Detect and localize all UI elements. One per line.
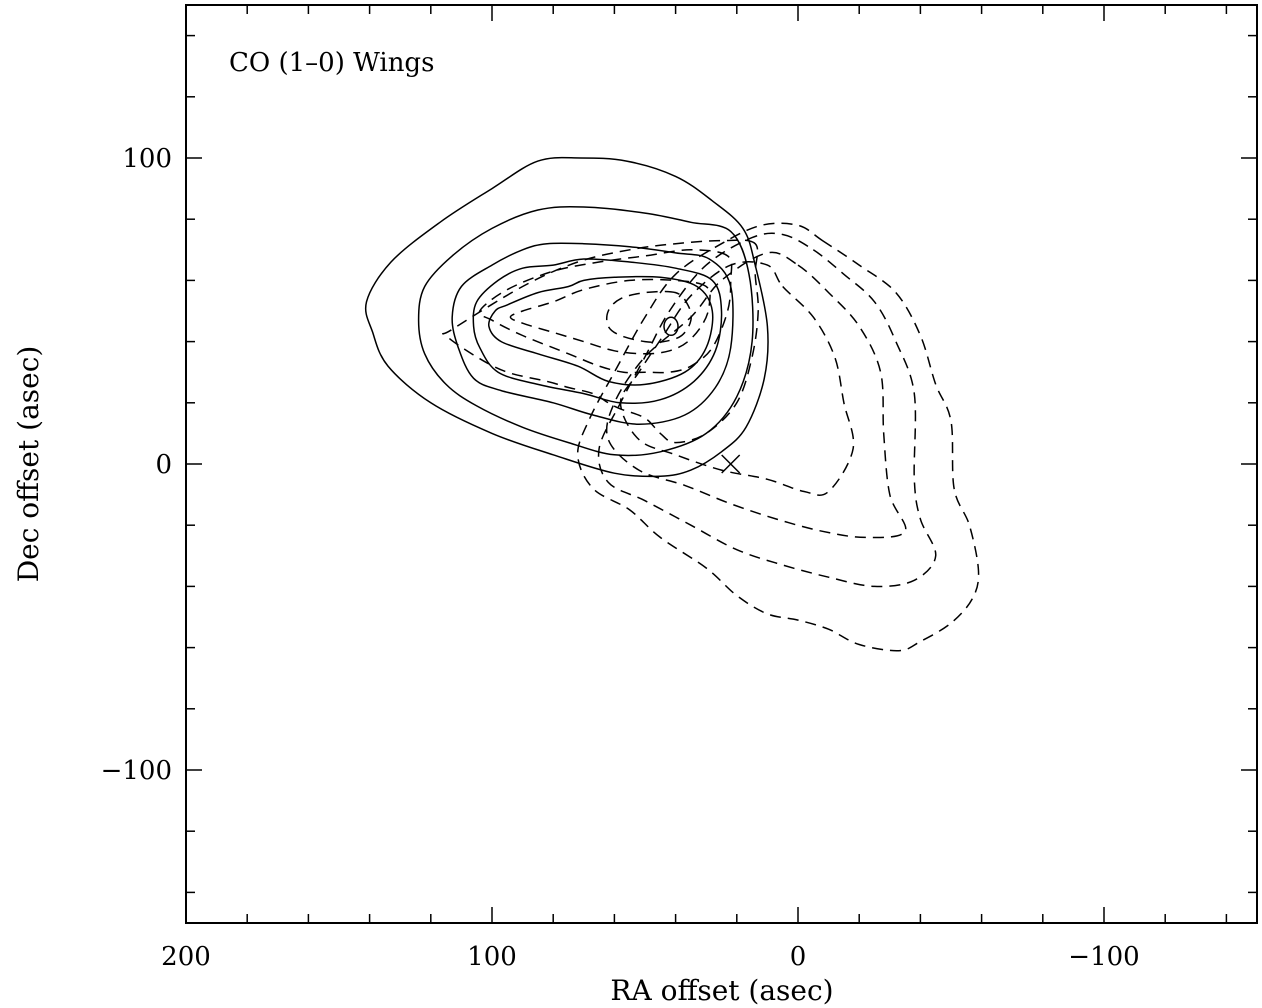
y-tick-label: 0 — [155, 450, 172, 480]
x-tick-label: 200 — [161, 942, 211, 972]
y-axis-label: Dec offset (asec) — [12, 346, 45, 583]
axis-ticks — [185, 5, 1257, 923]
plot-title: CO (1–0) Wings — [229, 48, 434, 78]
solid-contour — [417, 205, 754, 457]
dashed-contour — [442, 239, 759, 444]
dashed-contour — [597, 232, 937, 588]
x-axis-label: RA offset (asec) — [610, 974, 833, 1007]
solid-contour — [451, 242, 734, 425]
x-tick-label: −100 — [1068, 942, 1139, 972]
circle-marker — [663, 316, 679, 337]
dashed-contour — [509, 278, 711, 355]
solid-contour — [488, 275, 714, 386]
y-tick-label: 100 — [122, 144, 172, 174]
dashed-contour — [605, 251, 907, 539]
x-tick-label: 0 — [790, 942, 807, 972]
x-tick-label: 100 — [467, 942, 517, 972]
dashed-contour — [478, 249, 733, 374]
dashed-contour — [576, 222, 980, 652]
dashed-contour — [619, 261, 855, 496]
tick-labels: 200 100 0 −100 −100 0 100 — [101, 144, 1140, 972]
dashed-contour — [605, 290, 692, 344]
cross-marker-stroke — [721, 454, 741, 474]
y-tick-label: −100 — [101, 756, 172, 786]
markers — [663, 316, 741, 474]
contour-lines — [364, 156, 980, 652]
solid-contour — [364, 156, 769, 478]
plot-frame — [185, 4, 1258, 924]
